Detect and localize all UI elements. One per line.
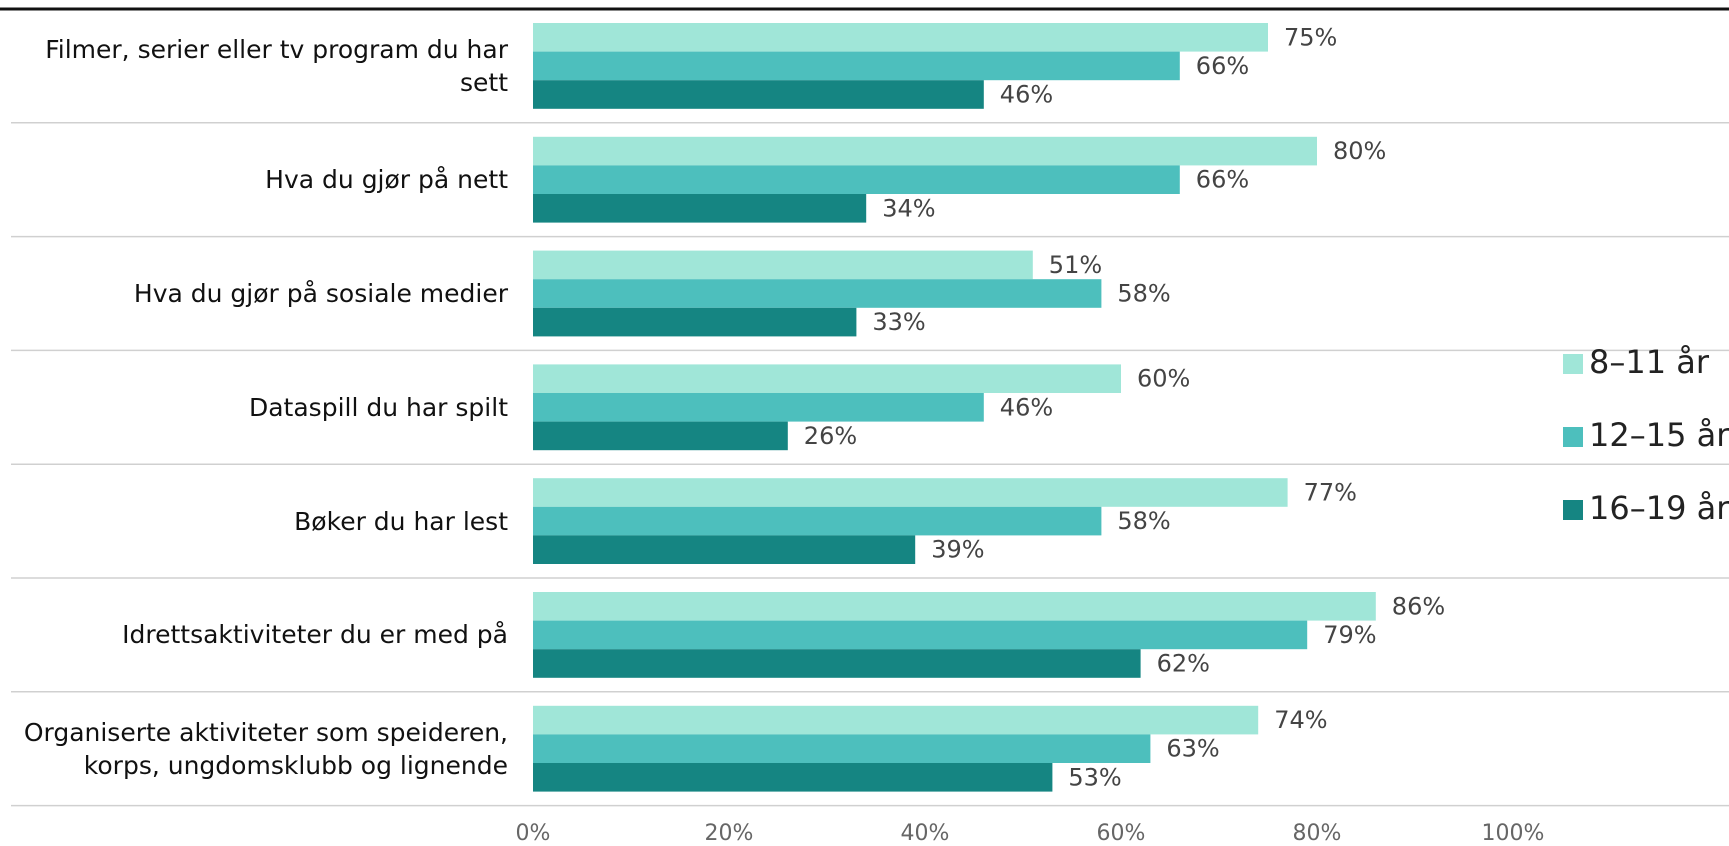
bar xyxy=(533,734,1151,763)
bar xyxy=(533,279,1102,308)
bar xyxy=(533,478,1288,507)
bar xyxy=(533,136,1317,166)
category-label: Hva du gjør på nett xyxy=(265,165,508,195)
data-label: 79% xyxy=(1323,621,1376,649)
bar xyxy=(533,51,1180,81)
bar xyxy=(533,194,867,223)
category-label: Organiserte aktiviteter som speideren, k… xyxy=(23,717,508,780)
data-label: 62% xyxy=(1157,650,1210,678)
data-label: 26% xyxy=(804,422,857,450)
data-label: 86% xyxy=(1392,592,1445,620)
bar xyxy=(533,165,1180,194)
data-label: 75% xyxy=(1284,23,1337,51)
legend-swatch xyxy=(1563,427,1583,447)
data-label: 34% xyxy=(882,194,935,222)
x-tick-label: 20% xyxy=(705,821,754,846)
legend-swatch xyxy=(1563,500,1583,520)
x-tick-label: 80% xyxy=(1293,821,1342,846)
data-label: 80% xyxy=(1333,137,1386,165)
data-label: 51% xyxy=(1049,251,1102,279)
data-label: 46% xyxy=(1000,81,1053,109)
x-tick-label: 100% xyxy=(1482,821,1545,846)
data-label: 77% xyxy=(1304,479,1357,507)
data-label: 66% xyxy=(1196,166,1249,194)
data-label: 66% xyxy=(1196,52,1249,80)
data-label: 58% xyxy=(1117,507,1170,535)
bar xyxy=(533,763,1053,792)
bar xyxy=(533,535,916,564)
data-label: 33% xyxy=(872,308,925,336)
category-label: Filmer, serier eller tv program du har s… xyxy=(45,34,508,97)
bar xyxy=(533,705,1259,735)
legend-label: 16–19 år xyxy=(1589,489,1729,527)
data-label: 58% xyxy=(1117,280,1170,308)
x-tick-label: 60% xyxy=(1097,821,1146,846)
data-label: 46% xyxy=(1000,393,1053,421)
bar xyxy=(533,250,1033,280)
x-tick-label: 0% xyxy=(516,821,551,846)
bar xyxy=(533,393,984,422)
legend-swatch xyxy=(1563,354,1583,374)
x-tick-label: 40% xyxy=(901,821,950,846)
category-label: Dataspill du har spilt xyxy=(248,392,508,422)
bar xyxy=(533,80,984,109)
legend-label: 8–11 år xyxy=(1589,343,1710,381)
category-label: Idrettsaktiviteter du er med på xyxy=(122,620,508,650)
bar xyxy=(533,592,1376,621)
data-label: 39% xyxy=(931,536,984,564)
bar xyxy=(533,364,1121,393)
bar xyxy=(533,506,1102,536)
category-label: Hva du gjør på sosiale medier xyxy=(133,278,508,308)
category-label: Bøker du har lest xyxy=(294,506,508,536)
data-label: 60% xyxy=(1137,365,1190,393)
legend-label: 12–15 år xyxy=(1589,416,1729,454)
bar xyxy=(533,23,1268,52)
bar xyxy=(533,620,1308,650)
bar xyxy=(533,421,788,451)
data-label: 63% xyxy=(1166,735,1219,763)
bar xyxy=(533,649,1141,678)
data-label: 53% xyxy=(1068,763,1121,791)
bar xyxy=(533,307,857,337)
data-label: 74% xyxy=(1274,706,1327,734)
